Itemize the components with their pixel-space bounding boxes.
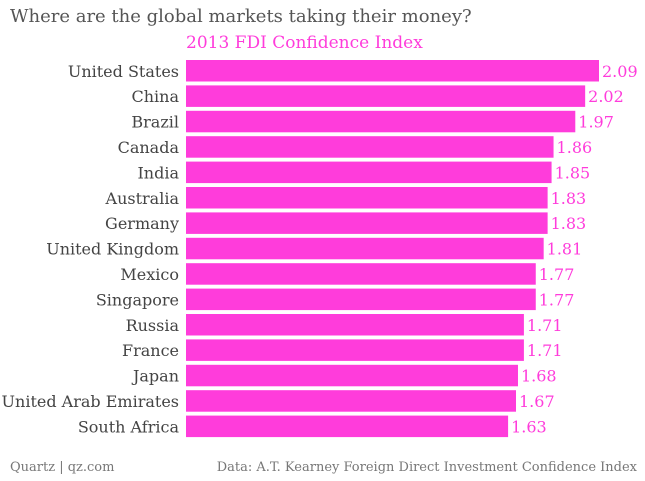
category-label: Canada — [118, 138, 180, 157]
bar-india — [186, 161, 552, 184]
bar-united-arab-emirates — [186, 390, 517, 412]
category-label: Brazil — [131, 113, 179, 132]
category-label: South Africa — [78, 417, 180, 436]
footer-source-right: Data: A.T. Kearney Foreign Direct Invest… — [216, 460, 637, 475]
value-label: 1.81 — [547, 240, 583, 259]
category-label: Singapore — [96, 290, 179, 309]
bar-japan — [186, 364, 518, 387]
bar-mexico — [186, 263, 536, 285]
value-label: 1.97 — [578, 113, 614, 132]
category-label: Russia — [126, 316, 180, 335]
value-label: 1.71 — [527, 316, 563, 335]
value-label: 1.77 — [539, 290, 575, 309]
value-label: 1.71 — [527, 341, 563, 360]
category-label: Mexico — [120, 265, 179, 284]
bar-south-africa — [186, 415, 509, 438]
value-label: 1.67 — [519, 392, 555, 411]
bar-brazil — [186, 110, 576, 133]
value-label: 1.63 — [511, 417, 547, 436]
value-label: 1.83 — [551, 189, 587, 208]
bar-australia — [186, 187, 548, 209]
bars-layer: United States 2.09 China 2.02 Brazil 1.97 Cana… — [2, 60, 638, 438]
category-label: United Arab Emirates — [2, 392, 179, 411]
category-label: United States — [68, 62, 179, 81]
category-label: Japan — [131, 367, 179, 386]
category-label: United Kingdom — [46, 240, 179, 259]
category-label: China — [131, 87, 179, 106]
category-label: India — [137, 163, 179, 182]
category-label: France — [122, 341, 179, 360]
value-label: 1.85 — [555, 163, 591, 182]
value-label: 2.02 — [588, 87, 624, 106]
bar-china — [186, 85, 586, 107]
category-label: Germany — [105, 214, 179, 233]
value-label: 1.77 — [539, 265, 575, 284]
bar-singapore — [186, 288, 536, 311]
bar-canada — [186, 136, 554, 158]
legend-label: 2013 FDI Confidence Index — [186, 33, 423, 53]
value-label: 2.09 — [602, 62, 638, 81]
bar-united-states — [186, 60, 599, 82]
bar-united-kingdom — [186, 237, 544, 260]
bar-france — [186, 339, 524, 361]
value-label: 1.86 — [557, 138, 593, 157]
value-label: 1.68 — [521, 367, 557, 386]
chart-title: Where are the global markets taking thei… — [10, 6, 472, 27]
bar-russia — [186, 314, 524, 336]
category-label: Australia — [105, 189, 180, 208]
footer-source-left: Quartz | qz.com — [10, 460, 115, 475]
value-label: 1.83 — [551, 214, 587, 233]
bar-germany — [186, 212, 548, 234]
